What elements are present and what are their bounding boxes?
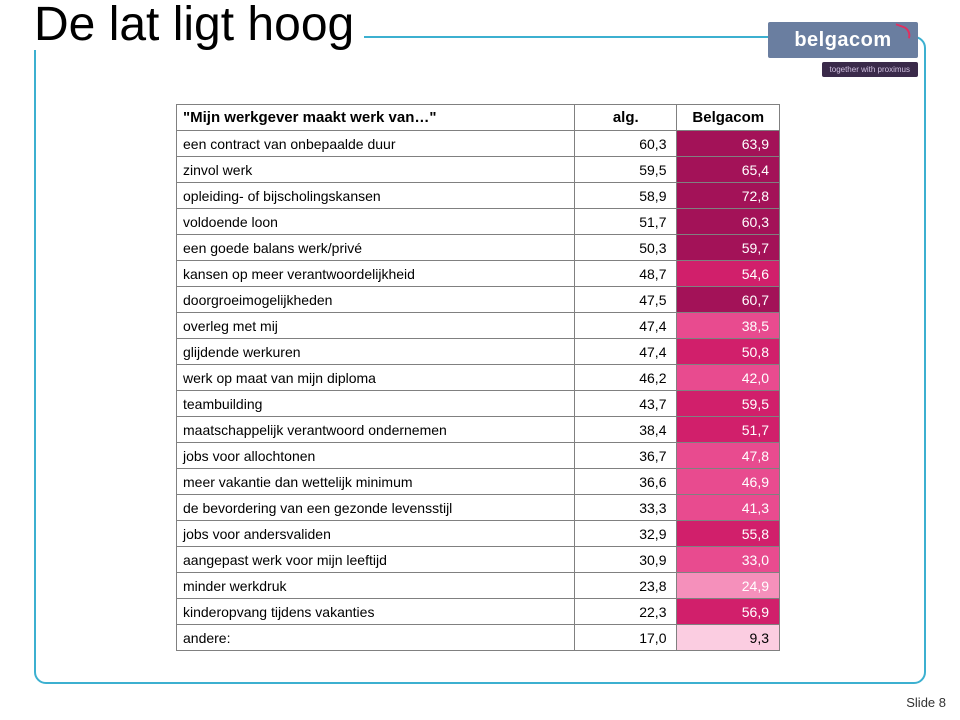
- cell-alg: 23,8: [574, 573, 677, 599]
- cell-belgacom: 42,0: [677, 365, 780, 391]
- table-row: kinderopvang tijdens vakanties22,356,9: [177, 599, 780, 625]
- table-row: opleiding- of bijscholingskansen58,972,8: [177, 183, 780, 209]
- cell-description: een goede balans werk/privé: [177, 235, 575, 261]
- cell-alg: 43,7: [574, 391, 677, 417]
- cell-description: jobs voor allochtonen: [177, 443, 575, 469]
- cell-alg: 51,7: [574, 209, 677, 235]
- cell-description: doorgroeimogelijkheden: [177, 287, 575, 313]
- survey-table: "Mijn werkgever maakt werk van…" alg. Be…: [176, 104, 780, 651]
- cell-description: de bevordering van een gezonde levenssti…: [177, 495, 575, 521]
- cell-belgacom: 41,3: [677, 495, 780, 521]
- cell-belgacom: 65,4: [677, 157, 780, 183]
- cell-belgacom: 55,8: [677, 521, 780, 547]
- table-row: jobs voor allochtonen36,747,8: [177, 443, 780, 469]
- cell-alg: 36,6: [574, 469, 677, 495]
- cell-belgacom: 54,6: [677, 261, 780, 287]
- cell-belgacom: 46,9: [677, 469, 780, 495]
- cell-description: overleg met mij: [177, 313, 575, 339]
- cell-alg: 58,9: [574, 183, 677, 209]
- slide-title: De lat ligt hoog: [24, 0, 364, 50]
- cell-alg: 46,2: [574, 365, 677, 391]
- col-header-belgacom: Belgacom: [677, 105, 780, 131]
- cell-belgacom: 63,9: [677, 131, 780, 157]
- cell-belgacom: 9,3: [677, 625, 780, 651]
- belgacom-logo: belgacom: [768, 22, 918, 58]
- table-row: overleg met mij47,438,5: [177, 313, 780, 339]
- table-header-row: "Mijn werkgever maakt werk van…" alg. Be…: [177, 105, 780, 131]
- table-row: voldoende loon51,760,3: [177, 209, 780, 235]
- proximus-sublogo: together with proximus: [822, 62, 918, 77]
- cell-alg: 47,5: [574, 287, 677, 313]
- cell-description: kansen op meer verantwoordelijkheid: [177, 261, 575, 287]
- cell-alg: 38,4: [574, 417, 677, 443]
- cell-alg: 32,9: [574, 521, 677, 547]
- cell-belgacom: 50,8: [677, 339, 780, 365]
- cell-alg: 30,9: [574, 547, 677, 573]
- cell-description: een contract van onbepaalde duur: [177, 131, 575, 157]
- cell-description: jobs voor andersvaliden: [177, 521, 575, 547]
- cell-description: teambuilding: [177, 391, 575, 417]
- table-row: meer vakantie dan wettelijk minimum36,64…: [177, 469, 780, 495]
- cell-description: andere:: [177, 625, 575, 651]
- cell-description: meer vakantie dan wettelijk minimum: [177, 469, 575, 495]
- cell-alg: 47,4: [574, 313, 677, 339]
- cell-description: maatschappelijk verantwoord ondernemen: [177, 417, 575, 443]
- table-row: maatschappelijk verantwoord ondernemen38…: [177, 417, 780, 443]
- cell-belgacom: 59,7: [677, 235, 780, 261]
- cell-belgacom: 47,8: [677, 443, 780, 469]
- cell-description: minder werkdruk: [177, 573, 575, 599]
- cell-belgacom: 38,5: [677, 313, 780, 339]
- belgacom-wave-icon: [893, 23, 913, 39]
- cell-alg: 60,3: [574, 131, 677, 157]
- table-row: een contract van onbepaalde duur60,363,9: [177, 131, 780, 157]
- cell-description: opleiding- of bijscholingskansen: [177, 183, 575, 209]
- table-row: aangepast werk voor mijn leeftijd30,933,…: [177, 547, 780, 573]
- table-row: jobs voor andersvaliden32,955,8: [177, 521, 780, 547]
- survey-table-container: "Mijn werkgever maakt werk van…" alg. Be…: [176, 104, 780, 651]
- table-row: doorgroeimogelijkheden47,560,7: [177, 287, 780, 313]
- cell-description: voldoende loon: [177, 209, 575, 235]
- brand-logo-group: belgacom together with proximus: [768, 22, 918, 92]
- table-body: een contract van onbepaalde duur60,363,9…: [177, 131, 780, 651]
- col-header-description: "Mijn werkgever maakt werk van…": [177, 105, 575, 131]
- col-header-alg: alg.: [574, 105, 677, 131]
- cell-belgacom: 33,0: [677, 547, 780, 573]
- cell-alg: 17,0: [574, 625, 677, 651]
- table-row: andere:17,09,3: [177, 625, 780, 651]
- cell-alg: 22,3: [574, 599, 677, 625]
- cell-belgacom: 51,7: [677, 417, 780, 443]
- table-row: teambuilding43,759,5: [177, 391, 780, 417]
- belgacom-logo-text: belgacom: [794, 29, 891, 52]
- cell-alg: 59,5: [574, 157, 677, 183]
- table-row: de bevordering van een gezonde levenssti…: [177, 495, 780, 521]
- cell-description: glijdende werkuren: [177, 339, 575, 365]
- cell-alg: 50,3: [574, 235, 677, 261]
- cell-alg: 36,7: [574, 443, 677, 469]
- cell-description: aangepast werk voor mijn leeftijd: [177, 547, 575, 573]
- table-row: werk op maat van mijn diploma46,242,0: [177, 365, 780, 391]
- cell-description: kinderopvang tijdens vakanties: [177, 599, 575, 625]
- cell-belgacom: 72,8: [677, 183, 780, 209]
- table-row: minder werkdruk23,824,9: [177, 573, 780, 599]
- cell-belgacom: 56,9: [677, 599, 780, 625]
- cell-belgacom: 60,3: [677, 209, 780, 235]
- cell-belgacom: 59,5: [677, 391, 780, 417]
- slide-number: Slide 8: [906, 695, 946, 710]
- table-row: glijdende werkuren47,450,8: [177, 339, 780, 365]
- cell-alg: 33,3: [574, 495, 677, 521]
- cell-description: zinvol werk: [177, 157, 575, 183]
- cell-belgacom: 24,9: [677, 573, 780, 599]
- table-row: een goede balans werk/privé50,359,7: [177, 235, 780, 261]
- cell-description: werk op maat van mijn diploma: [177, 365, 575, 391]
- table-row: kansen op meer verantwoordelijkheid48,75…: [177, 261, 780, 287]
- cell-alg: 48,7: [574, 261, 677, 287]
- cell-alg: 47,4: [574, 339, 677, 365]
- cell-belgacom: 60,7: [677, 287, 780, 313]
- table-row: zinvol werk59,565,4: [177, 157, 780, 183]
